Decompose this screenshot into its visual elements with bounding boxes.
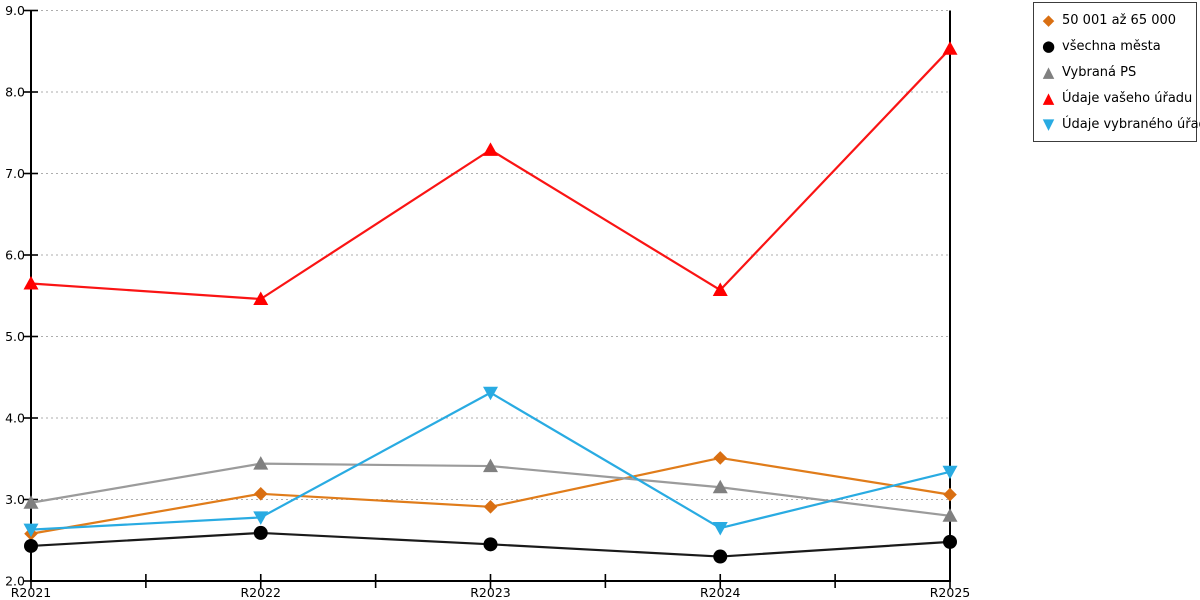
y-axis-label: 9.0 <box>5 3 25 18</box>
marker-triangle-up-2 <box>483 458 498 473</box>
y-axis-label: 5.0 <box>5 329 25 344</box>
marker-triangle-down-4 <box>483 386 498 401</box>
y-axis-label: 4.0 <box>5 411 25 426</box>
marker-triangle-up-3 <box>483 142 498 156</box>
legend-item-udaje-vaseho-uradu: ▲ Údaje vašeho úřadu <box>1041 89 1193 107</box>
legend-item-50-001-az-65-000: ◆ 50 001 až 65 000 <box>1041 11 1189 29</box>
legend-item-vybrana-ps: ▲ Vybraná PS <box>1041 63 1189 81</box>
marker-triangle-down-4 <box>942 465 958 480</box>
marker-triangle-up-2 <box>712 479 728 494</box>
marker-triangle-up-3 <box>253 291 269 306</box>
triangle-down-icon: ▼ <box>1042 115 1055 133</box>
circle-icon: ● <box>1041 37 1056 55</box>
legend-item-udaje-vybraneho-uradu: ▼ Údaje vybraného úřadu <box>1041 115 1200 133</box>
x-axis-label: R2022 <box>241 585 282 600</box>
marker-triangle-up-2 <box>942 508 958 522</box>
marker-diamond-0 <box>713 451 728 465</box>
marker-circle-1 <box>24 538 38 553</box>
y-axis-label: 2.0 <box>5 574 25 589</box>
legend-label: Údaje vybraného úřadu <box>1062 117 1200 132</box>
marker-triangle-down-4 <box>23 523 39 538</box>
y-axis-label: 6.0 <box>5 248 25 263</box>
marker-diamond-0 <box>483 500 498 514</box>
x-axis-label: R2025 <box>930 585 971 600</box>
legend-label: všechna města <box>1062 39 1161 54</box>
legend-label: 50 001 až 65 000 <box>1062 13 1177 28</box>
marker-triangle-up-3 <box>23 276 39 290</box>
marker-circle-1 <box>253 525 268 540</box>
x-axis-label: R2024 <box>700 585 741 600</box>
marker-triangle-up-2 <box>23 495 39 509</box>
marker-triangle-down-4 <box>253 511 269 525</box>
marker-diamond-0 <box>253 486 268 501</box>
marker-triangle-up-3 <box>712 282 728 297</box>
y-axis-label: 3.0 <box>5 492 25 507</box>
marker-circle-1 <box>713 549 728 564</box>
marker-circle-1 <box>943 534 957 549</box>
marker-triangle-down-4 <box>712 522 728 536</box>
x-axis-label: R2023 <box>470 585 511 600</box>
x-axis-label: R2021 <box>11 585 52 600</box>
y-axis-label: 8.0 <box>5 85 25 100</box>
legend-item-vsechna-mesta: ● všechna města <box>1041 37 1189 55</box>
chart-legend: ◆ 50 001 až 65 000 ● všechna města ▲ Vyb… <box>1033 2 1200 142</box>
marker-triangle-up-3 <box>942 41 958 55</box>
triangle-up-icon: ▲ <box>1042 63 1055 81</box>
legend-label: Údaje vašeho úřadu <box>1062 91 1193 106</box>
diamond-icon: ◆ <box>1042 11 1055 29</box>
legend-label: Vybraná PS <box>1062 65 1137 80</box>
marker-diamond-0 <box>943 487 957 502</box>
marker-circle-1 <box>483 537 498 552</box>
marker-triangle-up-2 <box>253 456 269 470</box>
triangle-up-icon: ▲ <box>1042 89 1055 107</box>
y-axis-label: 7.0 <box>5 166 25 181</box>
